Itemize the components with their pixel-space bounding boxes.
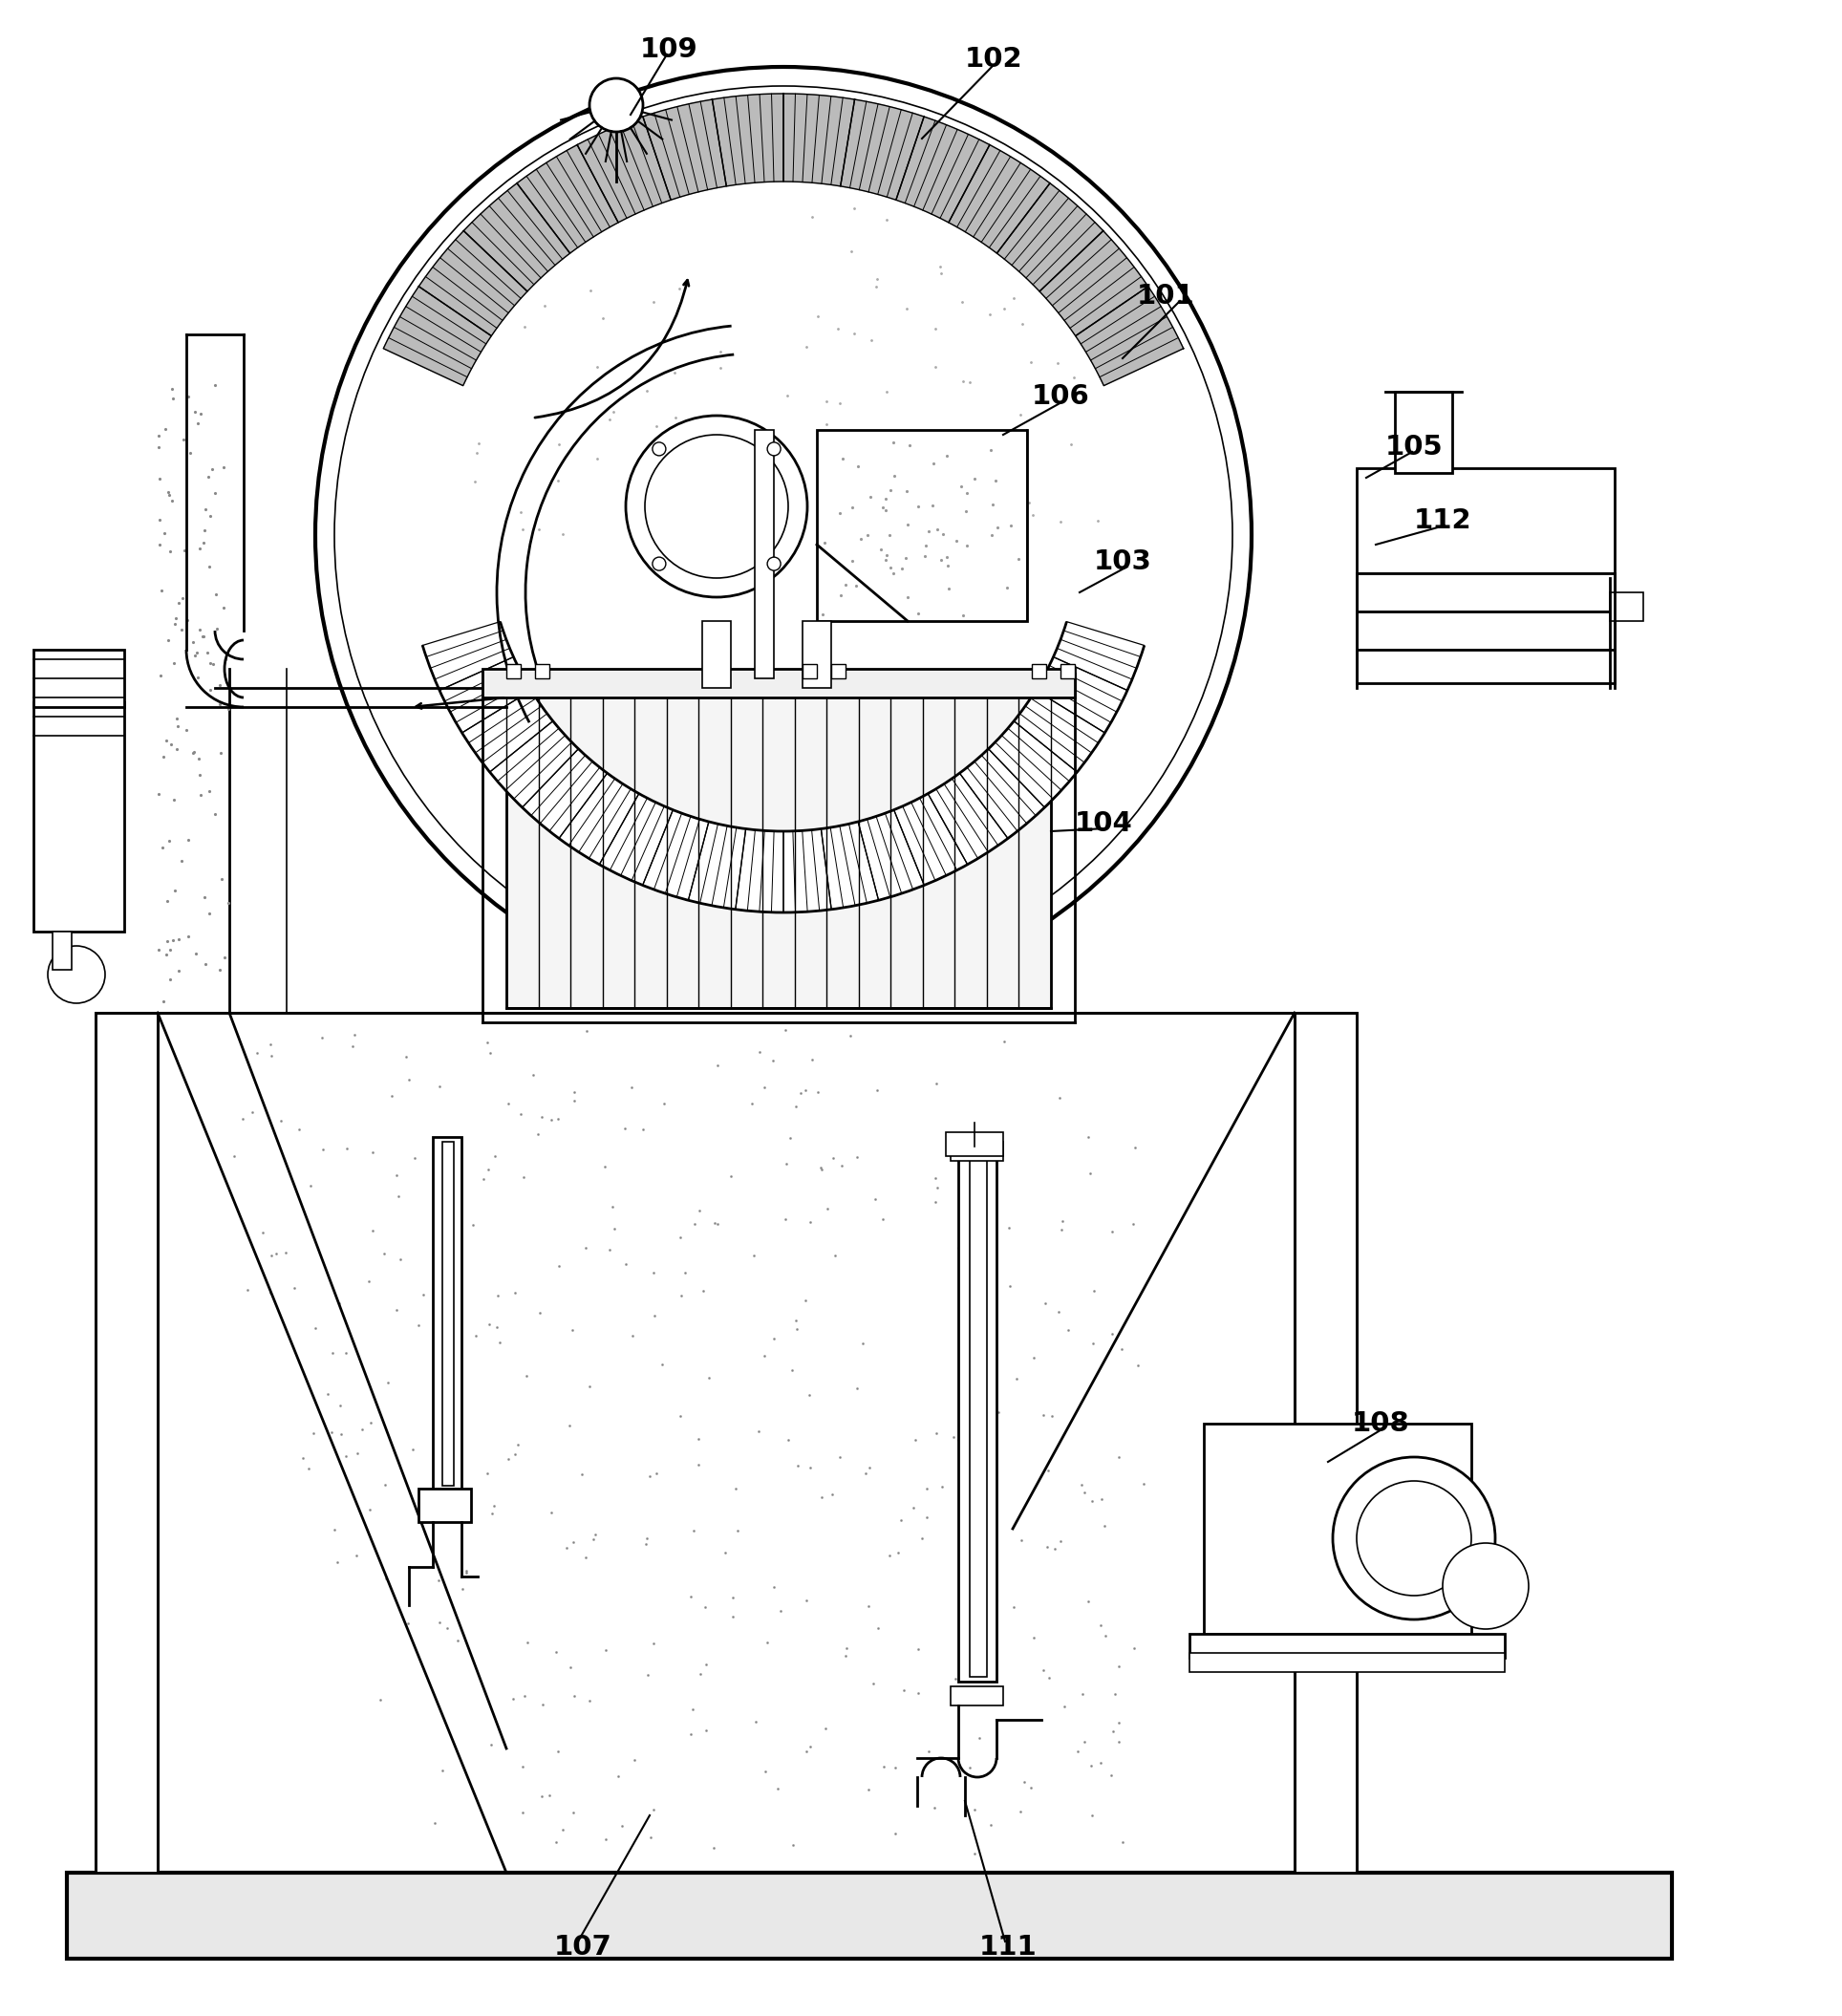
Bar xyxy=(1032,663,1046,677)
Polygon shape xyxy=(1295,1012,1358,1873)
Bar xyxy=(442,1141,453,1486)
Circle shape xyxy=(1358,1482,1472,1595)
Bar xyxy=(53,931,72,970)
Circle shape xyxy=(652,442,665,456)
Bar xyxy=(1610,593,1643,621)
Polygon shape xyxy=(1076,286,1183,385)
Polygon shape xyxy=(1039,230,1148,337)
Bar xyxy=(1205,1423,1472,1633)
Polygon shape xyxy=(783,829,831,913)
Bar xyxy=(816,429,1028,621)
Text: 102: 102 xyxy=(965,46,1022,73)
Bar xyxy=(831,663,845,677)
Circle shape xyxy=(589,79,643,131)
Polygon shape xyxy=(960,748,1044,839)
Bar xyxy=(418,1488,472,1522)
Circle shape xyxy=(1442,1542,1529,1629)
Bar xyxy=(1358,649,1615,683)
Text: 105: 105 xyxy=(1385,433,1442,460)
Bar xyxy=(969,1151,987,1677)
Bar xyxy=(1358,611,1615,649)
Text: 109: 109 xyxy=(639,36,698,62)
Text: 104: 104 xyxy=(1074,810,1133,837)
Bar xyxy=(803,621,831,687)
Polygon shape xyxy=(858,810,925,901)
Polygon shape xyxy=(1054,621,1144,689)
Bar xyxy=(507,687,1052,1008)
Polygon shape xyxy=(643,99,726,200)
Bar xyxy=(950,1141,1004,1161)
Circle shape xyxy=(645,435,788,579)
Polygon shape xyxy=(440,657,530,732)
Polygon shape xyxy=(643,810,709,901)
Circle shape xyxy=(652,556,665,571)
Bar xyxy=(945,1133,1004,1155)
Polygon shape xyxy=(418,230,527,337)
Polygon shape xyxy=(997,183,1103,292)
Polygon shape xyxy=(383,286,492,385)
Bar xyxy=(483,669,1076,698)
Bar xyxy=(1190,1633,1505,1657)
Bar xyxy=(950,1685,1004,1706)
Text: 101: 101 xyxy=(1137,282,1195,310)
Polygon shape xyxy=(893,794,967,885)
Polygon shape xyxy=(96,1012,158,1873)
Polygon shape xyxy=(840,99,925,200)
Bar xyxy=(1358,573,1615,611)
Polygon shape xyxy=(422,621,514,689)
Polygon shape xyxy=(989,722,1078,808)
Bar xyxy=(507,663,521,677)
Polygon shape xyxy=(558,774,639,865)
Bar xyxy=(158,1012,1295,1873)
Text: 103: 103 xyxy=(1094,548,1151,575)
Polygon shape xyxy=(490,722,578,808)
Bar xyxy=(1394,391,1451,474)
Polygon shape xyxy=(577,117,670,222)
Circle shape xyxy=(626,415,807,597)
Polygon shape xyxy=(949,145,1050,254)
Bar xyxy=(803,663,816,677)
Circle shape xyxy=(335,87,1232,984)
Bar xyxy=(33,702,123,931)
Circle shape xyxy=(768,556,781,571)
Text: 107: 107 xyxy=(554,1933,612,1962)
Text: 111: 111 xyxy=(978,1933,1037,1962)
Polygon shape xyxy=(462,689,553,772)
Polygon shape xyxy=(464,183,569,292)
Bar xyxy=(1358,468,1615,573)
Bar xyxy=(433,1137,462,1490)
Bar xyxy=(1061,663,1076,677)
Polygon shape xyxy=(689,823,746,909)
Circle shape xyxy=(768,442,781,456)
Circle shape xyxy=(48,946,105,1004)
Polygon shape xyxy=(599,794,672,885)
Polygon shape xyxy=(928,774,1008,865)
Bar xyxy=(702,621,731,687)
Circle shape xyxy=(315,67,1251,1004)
Polygon shape xyxy=(735,829,783,913)
Polygon shape xyxy=(895,117,989,222)
Text: 112: 112 xyxy=(1413,508,1472,534)
Polygon shape xyxy=(523,748,608,839)
Bar xyxy=(66,1873,1673,1960)
Polygon shape xyxy=(1035,657,1127,732)
Polygon shape xyxy=(518,145,619,254)
Polygon shape xyxy=(783,93,855,185)
Text: 106: 106 xyxy=(1032,383,1089,409)
Text: 108: 108 xyxy=(1352,1411,1409,1437)
Polygon shape xyxy=(1013,689,1105,772)
Circle shape xyxy=(1334,1458,1496,1619)
Bar xyxy=(1190,1653,1505,1671)
Bar xyxy=(534,663,549,677)
Bar xyxy=(755,429,774,677)
Polygon shape xyxy=(822,823,879,909)
Bar xyxy=(33,649,123,708)
Polygon shape xyxy=(713,93,783,185)
Bar xyxy=(958,1147,997,1681)
